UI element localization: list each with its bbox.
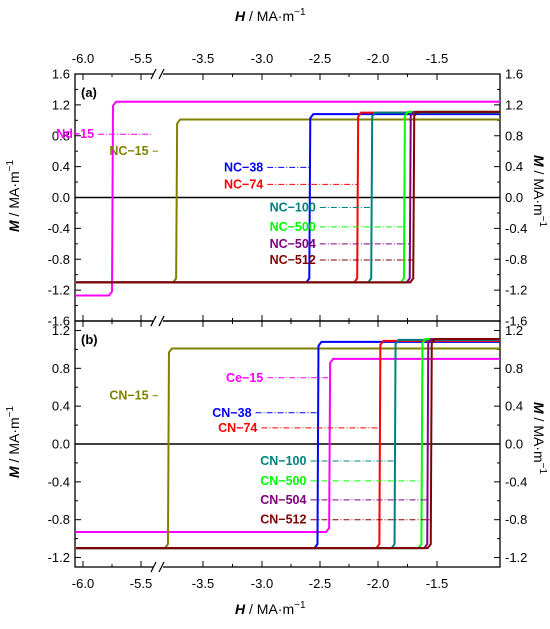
y-tick-label-left: -0.4: [48, 221, 70, 236]
axis-break-mark: [158, 68, 165, 80]
x-tick-label-top: -3.5: [192, 51, 214, 66]
legend-label: NC−38: [224, 160, 263, 174]
y-tick-label-left: 0.4: [52, 399, 70, 414]
axis-break-gap: [153, 565, 163, 569]
legend-label: NC−15: [109, 144, 148, 158]
y-tick-label-right: -0.4: [505, 474, 527, 489]
axis-break-mark: [150, 561, 157, 573]
x-tick-label-bottom: -6.0: [72, 576, 94, 591]
x-tick-label-bottom: -3.0: [251, 576, 273, 591]
y-tick-label-right: 0.8: [505, 361, 523, 376]
legend-label: CN−504: [260, 493, 306, 507]
axis-break-mark: [150, 315, 157, 327]
y-tick-label-left: 0.0: [52, 437, 70, 452]
y-tick-label-left: 1.2: [52, 323, 70, 338]
y-tick-label-right: 1.2: [505, 97, 523, 112]
y-tick-label-right: -0.8: [505, 252, 527, 267]
y-tick-label-left: -1.6: [48, 314, 70, 329]
y-tick-label-left: 0.8: [52, 128, 70, 143]
x-tick-label-bottom: -3.5: [192, 576, 214, 591]
y-tick-label-right: -1.2: [505, 283, 527, 298]
y-tick-label-right: 0.4: [505, 399, 523, 414]
axis-break-mark: [150, 68, 157, 80]
legend-label: CN−74: [218, 421, 257, 435]
x-tick-label-top: -2.0: [367, 51, 389, 66]
y-tick-label-left: 1.2: [52, 97, 70, 112]
legend-label: Nd−15: [56, 127, 94, 141]
panel-label: (b): [81, 332, 98, 347]
panel-b: -1.2 -1.2 -0.8 -0.8 -0.4 -0.4 0.0 0.0 0.4 0.4 0.8 0…: [48, 315, 527, 573]
panel-a: -1.6 -1.6 -1.2 -1.2 -0.8 -0.8 -0.4 -0.4 0.0 0.0 0.…: [48, 67, 528, 329]
y-tick-label-left: 0.0: [52, 190, 70, 205]
x-tick-label-top: -3.0: [251, 51, 273, 66]
series-curve: [76, 357, 500, 533]
top-axis-title: H / MA·m−1: [235, 7, 306, 24]
y-tick-label-right: 0.4: [505, 159, 523, 174]
series-curve: [76, 100, 500, 297]
legend-label: CN−100: [260, 454, 306, 468]
axis-break-mark: [158, 315, 165, 327]
legend-label: NC−500: [270, 220, 316, 234]
x-tick-label-bottom: -1.5: [426, 576, 448, 591]
panel-label: (a): [81, 85, 97, 100]
y-tick-label-right: -1.6: [505, 314, 527, 329]
right-axis-title-a: M / MA·m−1: [531, 155, 548, 228]
y-tick-label-right: 0.0: [505, 437, 523, 452]
legend-label: CN−38: [212, 406, 251, 420]
legend-label: CN−500: [260, 474, 306, 488]
x-axes: -6.0 -6.0 -5.5 -5.5 -3.5 -3.5 -3.0 -3.0 -2.5 -2.5…: [72, 51, 448, 591]
legend-label: NC−512: [270, 253, 316, 267]
y-tick-label-left: -0.8: [48, 252, 70, 267]
x-tick-label-bottom: -2.0: [367, 576, 389, 591]
y-tick-label-left: 1.6: [52, 67, 70, 82]
y-tick-label-right: 0.0: [505, 190, 523, 205]
y-tick-label-left: -1.2: [48, 283, 70, 298]
legend-label: Ce−15: [226, 371, 263, 385]
axis-break-gap: [153, 72, 163, 76]
legend-label: CN−512: [260, 513, 306, 527]
y-tick-label-left: -0.8: [48, 512, 70, 527]
axis-break-mark: [158, 561, 165, 573]
y-tick-label-right: -0.4: [505, 221, 527, 236]
series-curve: [76, 337, 500, 550]
y-tick-label-right: 1.6: [505, 67, 523, 82]
bottom-axis-title: H / MA·m−1: [235, 600, 306, 617]
legend-label: CN−15: [109, 389, 148, 403]
x-tick-label-bottom: -5.5: [130, 576, 152, 591]
y-tick-label-right: -1.2: [505, 550, 527, 565]
x-tick-label-bottom: -2.5: [309, 576, 331, 591]
y-tick-label-left: 0.4: [52, 159, 70, 174]
right-axis-title-b: M / MA·m−1: [531, 402, 548, 475]
x-tick-label-top: -1.5: [426, 51, 448, 66]
y-tick-label-right: 1.2: [505, 323, 523, 338]
legend-label: NC−100: [270, 201, 316, 215]
legend-label: NC−74: [224, 177, 263, 191]
y-tick-label-right: -0.8: [505, 512, 527, 527]
x-tick-label-top: -6.0: [72, 51, 94, 66]
y-tick-label-left: -0.4: [48, 474, 70, 489]
y-tick-label-left: 0.8: [52, 361, 70, 376]
x-tick-label-top: -2.5: [309, 51, 331, 66]
y-tick-label-left: -1.2: [48, 550, 70, 565]
left-axis-title-b: M / MA·m−1: [5, 405, 22, 478]
series-curve: [76, 110, 500, 284]
left-axis-title-a: M / MA·m−1: [5, 159, 22, 232]
x-tick-label-top: -5.5: [130, 51, 152, 66]
y-tick-label-right: 0.8: [505, 128, 523, 143]
legend-label: NC−504: [270, 237, 316, 251]
axis-break-gap: [153, 319, 163, 323]
